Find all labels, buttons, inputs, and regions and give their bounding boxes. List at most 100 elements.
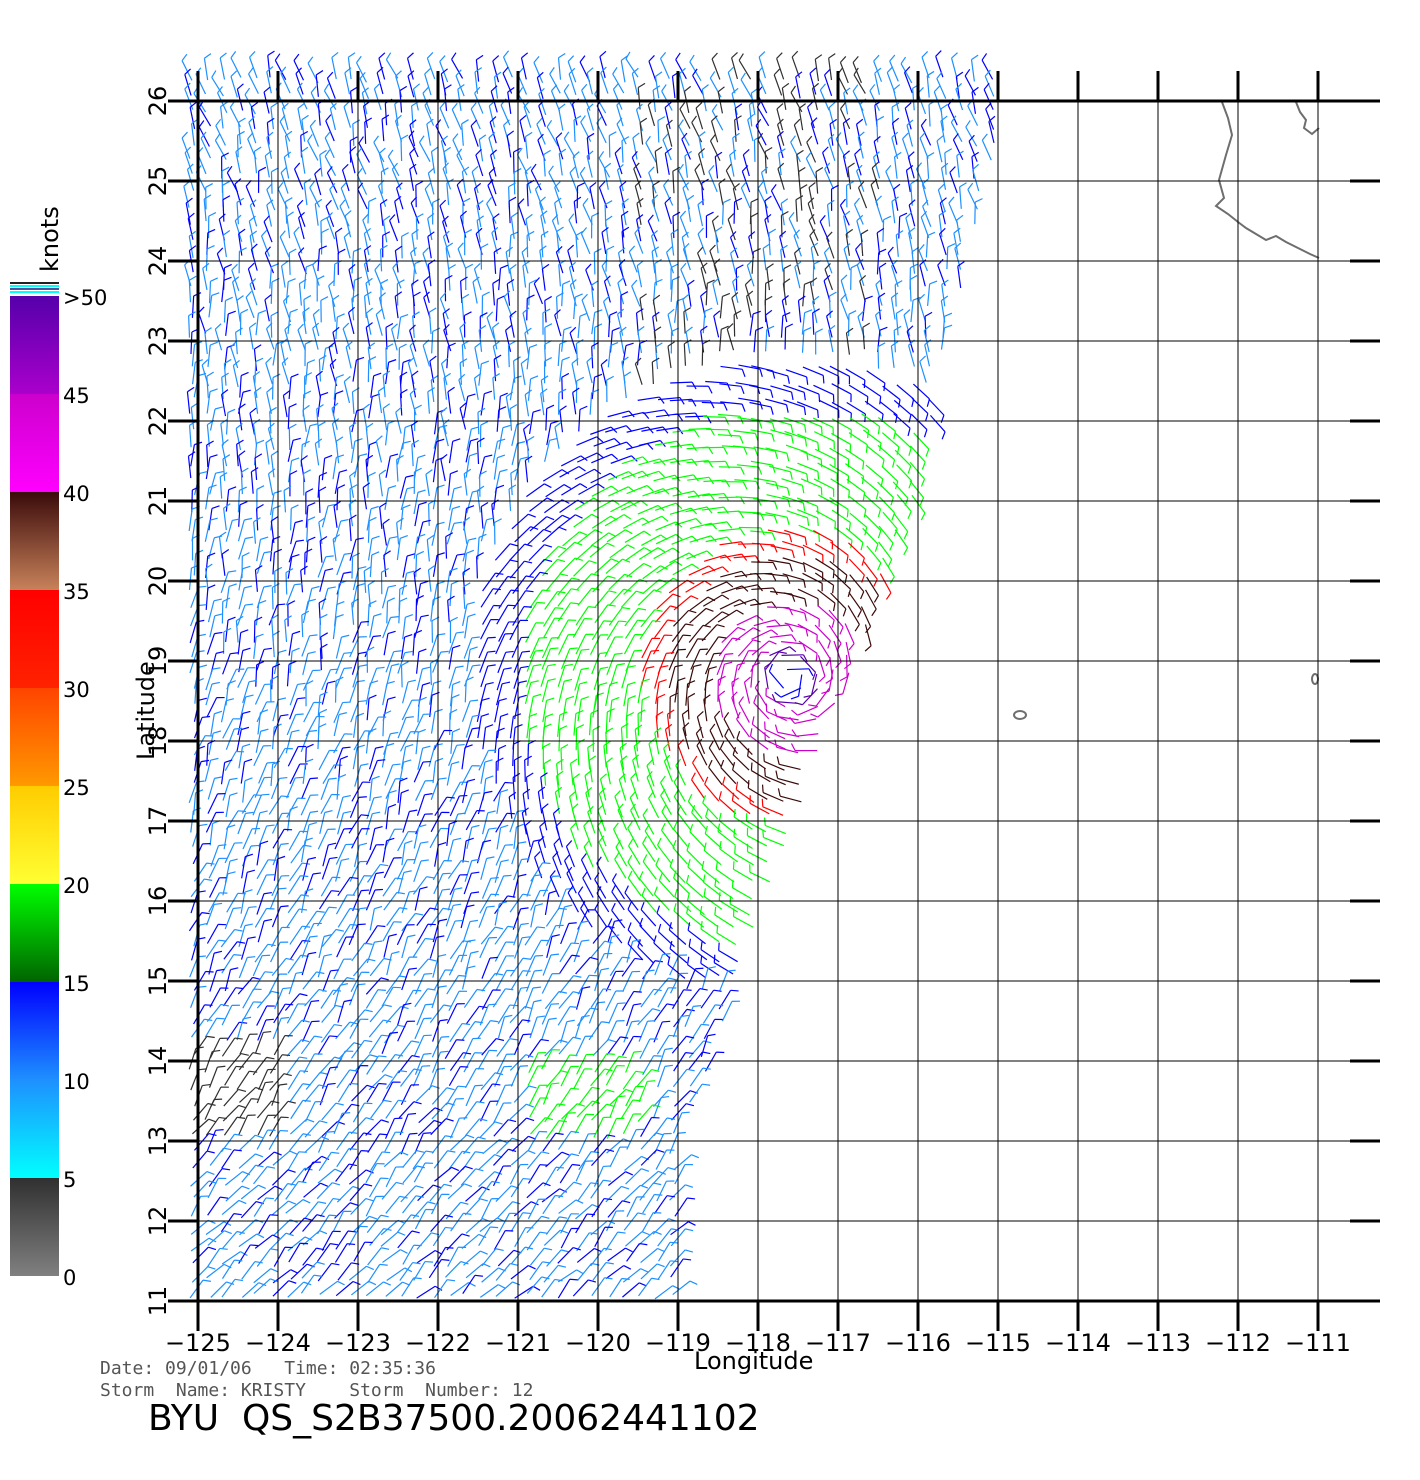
wind-barb xyxy=(568,261,576,290)
wind-barb xyxy=(495,295,505,322)
wind-barb xyxy=(735,584,763,592)
wind-barb xyxy=(701,566,729,576)
wind-barb xyxy=(813,384,835,403)
wind-barb xyxy=(465,438,479,463)
wind-barb xyxy=(829,118,838,146)
wind-barb xyxy=(818,639,831,667)
wind-barb xyxy=(751,561,778,570)
wind-barb xyxy=(272,842,289,866)
wind-barb xyxy=(937,258,946,286)
wind-barb xyxy=(208,892,228,913)
wind-barb xyxy=(267,468,276,496)
wind-barb xyxy=(344,210,352,238)
wind-barb xyxy=(607,410,635,418)
wind-barb xyxy=(572,773,580,801)
wind-barb xyxy=(575,338,584,366)
wind-barb xyxy=(222,195,231,222)
wind-barb xyxy=(432,198,441,225)
wind-barb xyxy=(220,698,234,723)
wind-barb xyxy=(445,1085,466,1106)
wind-barb xyxy=(470,102,481,130)
wind-barb xyxy=(271,663,281,690)
wind-barb xyxy=(446,342,456,369)
wind-barb xyxy=(335,843,354,865)
wind-barb xyxy=(493,484,505,510)
wind-barb xyxy=(908,227,916,255)
wind-barb xyxy=(285,583,303,606)
wind-barb xyxy=(692,68,704,96)
wind-barb xyxy=(799,184,808,211)
latitude-tick-label: 24 xyxy=(144,246,172,277)
wind-barb xyxy=(635,103,644,131)
wind-barb xyxy=(413,713,432,735)
wind-barb xyxy=(698,131,706,159)
wind-barb xyxy=(187,212,195,240)
wind-barb xyxy=(351,1280,377,1296)
wind-barb xyxy=(398,789,409,815)
wind-barb xyxy=(290,844,312,864)
wind-barb xyxy=(697,227,707,255)
wind-barb xyxy=(794,261,802,289)
wind-barb xyxy=(302,758,314,784)
wind-barb xyxy=(700,920,720,943)
wind-barb xyxy=(369,551,380,577)
wind-barb xyxy=(427,231,435,259)
wind-barb xyxy=(348,814,370,834)
longitude-tick-label: −113 xyxy=(1125,1329,1191,1357)
wind-barb xyxy=(464,613,476,639)
wind-barb xyxy=(205,667,221,691)
wind-barb xyxy=(782,495,806,511)
wind-barb xyxy=(344,67,352,95)
wind-barb xyxy=(752,512,778,524)
longitude-tick-label: −124 xyxy=(245,1329,311,1357)
wind-barb xyxy=(743,676,751,704)
wind-barb xyxy=(944,148,953,175)
wind-barb xyxy=(450,1134,475,1151)
wind-barb xyxy=(545,484,572,498)
wind-barb xyxy=(981,133,992,161)
wind-barb xyxy=(314,167,322,196)
wind-barb xyxy=(270,311,279,338)
wind-barb xyxy=(209,820,221,846)
wind-barb xyxy=(206,696,225,718)
wind-barb xyxy=(713,710,724,738)
colorbar-tick-label: 25 xyxy=(63,776,90,800)
wind-barb xyxy=(876,326,888,353)
wind-barb xyxy=(524,389,533,417)
wind-barb xyxy=(750,662,761,688)
wind-barb xyxy=(208,277,219,304)
wind-barb xyxy=(400,134,409,162)
wind-barb xyxy=(448,264,456,291)
wind-barb xyxy=(395,182,404,210)
wind-barb xyxy=(685,680,696,706)
wind-barb xyxy=(401,967,418,991)
wind-barb xyxy=(705,521,733,529)
wind-barb xyxy=(734,845,754,866)
wind-barb xyxy=(317,723,327,750)
wind-barb xyxy=(352,620,370,643)
wind-barb xyxy=(952,133,964,160)
wind-barb xyxy=(365,322,373,350)
wind-barb xyxy=(221,1004,240,1026)
wind-barb xyxy=(877,444,896,468)
wind-barb xyxy=(334,676,344,703)
wind-barb xyxy=(378,52,386,80)
wind-barb xyxy=(514,936,531,959)
wind-barb xyxy=(653,1132,672,1155)
wind-barb xyxy=(776,103,784,131)
wind-barb xyxy=(621,665,636,689)
wind-barb xyxy=(605,245,615,272)
wind-barb xyxy=(926,70,935,98)
wind-barb xyxy=(349,484,358,511)
wind-barb xyxy=(296,199,306,227)
wind-barb xyxy=(557,711,568,737)
wind-barb xyxy=(412,629,423,656)
wind-barb xyxy=(613,822,624,850)
wind-barb xyxy=(443,146,452,174)
wind-barb xyxy=(298,211,305,240)
wind-barb xyxy=(929,414,946,440)
wind-barb xyxy=(274,987,291,1010)
wind-barb xyxy=(667,308,675,337)
wind-barb xyxy=(287,437,301,462)
wind-barb xyxy=(366,694,377,721)
